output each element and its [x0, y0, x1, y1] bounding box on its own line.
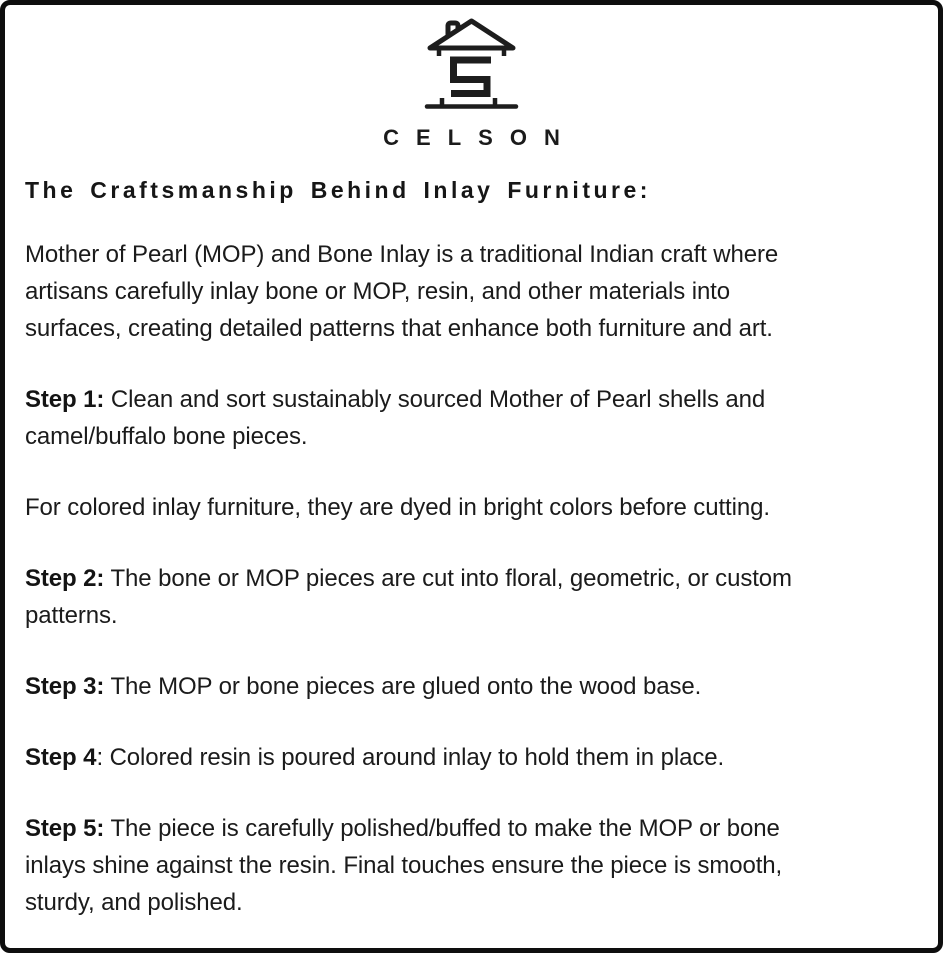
step-label: Step 1: [25, 386, 105, 413]
text-line: Step 3: The MOP or bone pieces are glued… [25, 673, 702, 700]
step-4-paragraph: Step 4: Colored resin is poured around i… [25, 739, 918, 776]
intro-paragraph: Mother of Pearl (MOP) and Bone Inlay is … [25, 236, 918, 347]
text-line: Step 1: Clean and sort sustainably sourc… [25, 386, 766, 413]
step-3-paragraph: Step 3: The MOP or bone pieces are glued… [25, 668, 918, 705]
text-line: Step 5: The piece is carefully polished/… [25, 815, 780, 842]
house-with-s-monogram-icon [424, 18, 518, 109]
text-line: artisans carefully inlay bone or MOP, re… [25, 278, 731, 305]
brand-name: CELSON [383, 125, 577, 150]
text-line: camel/buffalo bone pieces. [25, 423, 308, 450]
text-line: Step 4: Colored resin is poured around i… [25, 744, 725, 771]
step-1-paragraph: Step 1: Clean and sort sustainably sourc… [25, 381, 918, 455]
step-5-paragraph: Step 5: The piece is carefully polished/… [25, 810, 918, 921]
body-text: Mother of Pearl (MOP) and Bone Inlay is … [25, 236, 918, 921]
text-line: surfaces, creating detailed patterns tha… [25, 315, 773, 342]
text-line: Mother of Pearl (MOP) and Bone Inlay is … [25, 241, 779, 268]
step-label: Step 3: [25, 673, 105, 700]
step-label: Step 4 [25, 744, 97, 771]
text-line: patterns. [25, 602, 118, 629]
colored-inlay-note: For colored inlay furniture, they are dy… [25, 489, 918, 526]
step-label: Step 5: [25, 815, 105, 842]
text-line: Step 2: The bone or MOP pieces are cut i… [25, 565, 792, 592]
text-line: For colored inlay furniture, they are dy… [25, 494, 770, 521]
text-line: sturdy, and polished. [25, 889, 243, 916]
brand-logo [25, 13, 918, 118]
step-label: Step 2: [25, 565, 105, 592]
step-2-paragraph: Step 2: The bone or MOP pieces are cut i… [25, 560, 918, 634]
text-line: inlays shine against the resin. Final to… [25, 852, 783, 879]
page-title: The Craftsmanship Behind Inlay Furniture… [25, 177, 651, 203]
